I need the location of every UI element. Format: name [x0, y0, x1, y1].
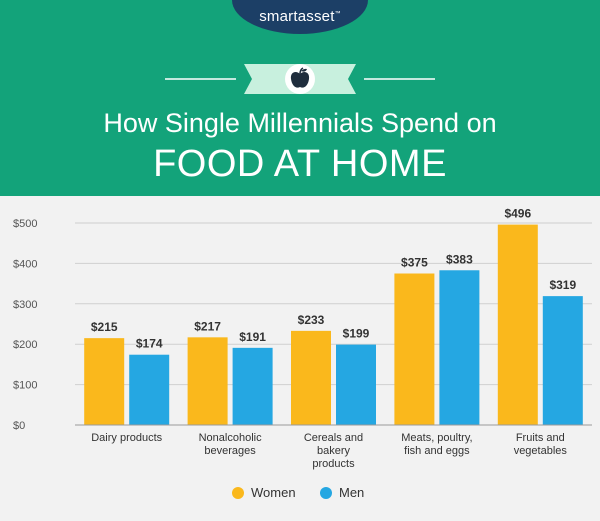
data-label: $319	[549, 278, 576, 292]
title-ornament	[165, 64, 435, 94]
header-banner: smartasset™ How Single Millennials Spend…	[0, 0, 600, 196]
x-tick-label: bakery	[317, 445, 351, 457]
bar-women	[187, 337, 228, 425]
legend-label-men: Men	[339, 485, 365, 500]
y-tick-label: $300	[13, 299, 37, 311]
brand-name: smartasset	[259, 8, 335, 25]
apple-icon	[285, 64, 315, 94]
data-label: $174	[136, 337, 163, 351]
chart-plot: $0 $100 $200 $300 $400 $500 $215 $174 Dairy prod…	[13, 207, 592, 470]
x-tick-label: Fruits and	[516, 432, 565, 444]
data-label: $215	[91, 320, 118, 334]
bar-men	[439, 270, 480, 425]
data-label: $217	[194, 319, 221, 333]
bar-women	[394, 273, 435, 425]
title-line-2: FOOD AT HOME	[153, 143, 447, 185]
legend-item-women: Women	[232, 485, 296, 500]
y-tick-label: $400	[13, 258, 37, 270]
title-line-1: How Single Millennials Spend on	[103, 108, 497, 138]
bar-men	[336, 344, 376, 425]
data-label: $375	[401, 256, 428, 270]
x-tick-label: Nonalcoholic	[199, 432, 262, 444]
data-label: $191	[239, 330, 266, 344]
legend-item-men: Men	[320, 485, 364, 500]
data-label: $199	[343, 327, 370, 341]
data-label: $233	[298, 313, 325, 327]
x-tick-label: beverages	[204, 445, 256, 457]
x-tick-label: products	[312, 458, 355, 470]
x-tick-label: Dairy products	[91, 432, 162, 444]
bar-men	[232, 347, 273, 425]
y-tick-label: $100	[13, 380, 37, 392]
legend-label-women: Women	[251, 485, 296, 500]
data-label: $496	[504, 207, 531, 221]
legend-swatch-men	[320, 486, 332, 499]
bar-men	[542, 296, 583, 425]
bar-women	[84, 338, 125, 425]
bar-chart: $0 $100 $200 $300 $400 $500 $215 $174 Dairy prod…	[0, 196, 600, 516]
x-tick-label: vegetables	[514, 445, 568, 457]
x-tick-label: Meats, poultry,	[401, 432, 472, 444]
y-tick-label: $0	[13, 420, 25, 432]
y-tick-label: $200	[13, 339, 37, 351]
x-tick-label: fish and eggs	[404, 445, 470, 457]
bar-women	[497, 224, 538, 425]
bar-women	[291, 330, 331, 425]
brand-logo: smartasset™	[259, 8, 341, 25]
x-tick-label: Cereals and	[304, 432, 363, 444]
y-tick-label: $500	[13, 218, 37, 230]
data-label: $383	[446, 252, 473, 266]
bar-men	[129, 354, 170, 425]
legend-swatch-women	[232, 486, 244, 499]
